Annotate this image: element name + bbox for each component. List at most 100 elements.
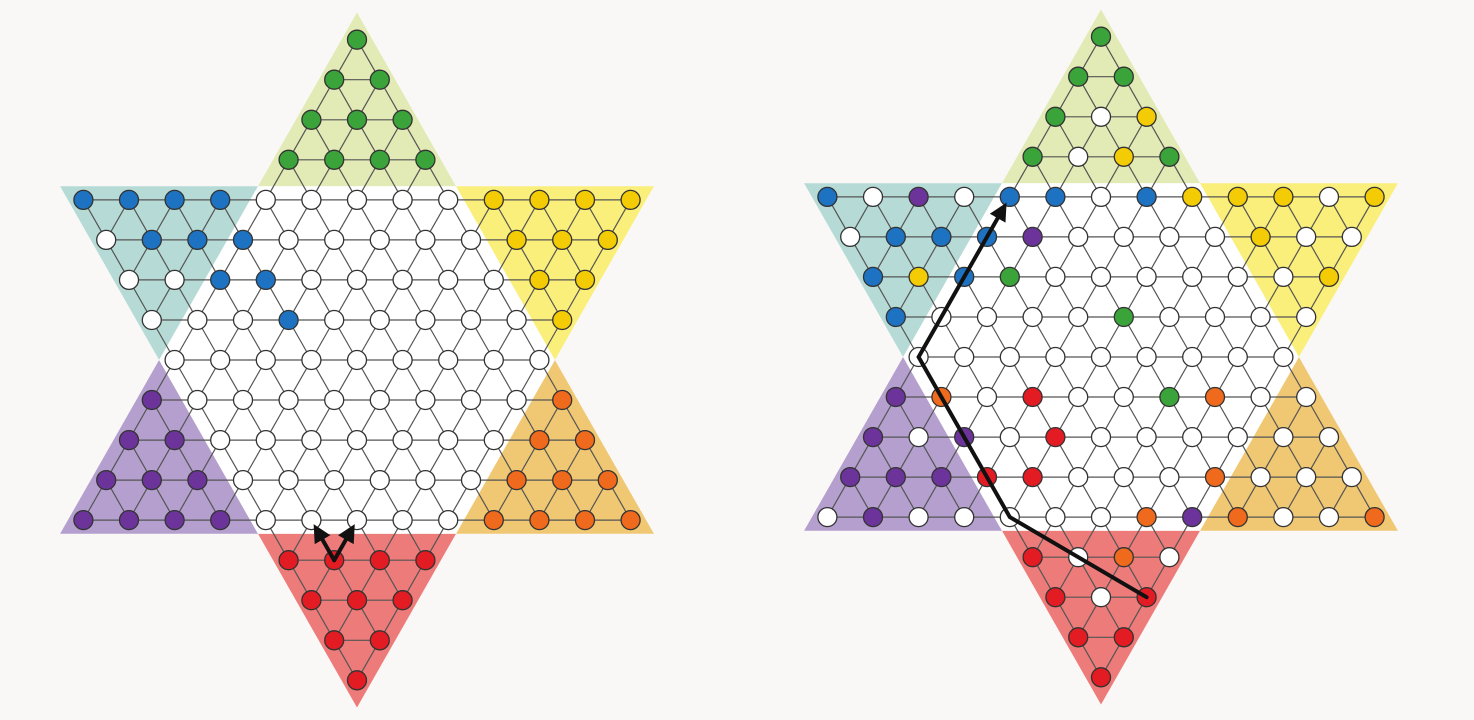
bottom-peg[interactable] <box>369 630 390 651</box>
empty-hole[interactable] <box>232 389 254 411</box>
empty-hole[interactable] <box>1318 506 1340 528</box>
upper-right-peg[interactable] <box>574 189 596 211</box>
upper-right-peg[interactable] <box>1250 226 1271 248</box>
empty-hole[interactable] <box>301 349 322 371</box>
empty-hole[interactable] <box>210 429 231 451</box>
upper-left-peg[interactable] <box>931 226 952 248</box>
empty-hole[interactable] <box>1341 466 1362 488</box>
upper-left-peg[interactable] <box>255 269 276 291</box>
empty-hole[interactable] <box>1227 426 1248 448</box>
top-peg[interactable] <box>369 69 390 90</box>
lower-right-peg[interactable] <box>1136 506 1157 528</box>
upper-left-peg[interactable] <box>210 269 231 291</box>
lower-right-peg[interactable] <box>483 509 504 531</box>
upper-right-peg[interactable] <box>1318 266 1340 288</box>
lower-left-peg[interactable] <box>840 466 861 488</box>
upper-right-peg[interactable] <box>1182 186 1203 208</box>
empty-hole[interactable] <box>1341 226 1362 248</box>
empty-hole[interactable] <box>1136 426 1157 448</box>
empty-hole[interactable] <box>1068 146 1089 167</box>
empty-hole[interactable] <box>1250 306 1271 328</box>
empty-hole[interactable] <box>210 349 231 371</box>
lower-right-peg[interactable] <box>1204 386 1226 408</box>
empty-hole[interactable] <box>908 426 929 448</box>
empty-hole[interactable] <box>187 309 208 331</box>
lower-left-peg[interactable] <box>96 469 117 491</box>
empty-hole[interactable] <box>392 349 413 371</box>
bottom-peg[interactable] <box>1045 426 1066 448</box>
empty-hole[interactable] <box>1159 306 1180 328</box>
top-peg[interactable] <box>369 149 390 170</box>
upper-left-peg[interactable] <box>999 186 1020 208</box>
empty-hole[interactable] <box>1273 426 1294 448</box>
empty-hole[interactable] <box>840 226 861 248</box>
top-peg[interactable] <box>1159 386 1180 408</box>
empty-hole[interactable] <box>278 389 299 411</box>
upper-right-peg[interactable] <box>506 229 527 251</box>
upper-left-peg[interactable] <box>817 186 838 208</box>
empty-hole[interactable] <box>278 469 299 491</box>
empty-hole[interactable] <box>392 429 413 451</box>
empty-hole[interactable] <box>324 389 345 411</box>
empty-hole[interactable] <box>346 349 368 371</box>
empty-hole[interactable] <box>529 349 550 371</box>
empty-hole[interactable] <box>817 506 838 528</box>
top-peg[interactable] <box>1113 66 1134 87</box>
empty-hole[interactable] <box>1136 346 1157 368</box>
lower-right-peg[interactable] <box>1113 547 1134 568</box>
empty-hole[interactable] <box>346 429 368 451</box>
top-peg[interactable] <box>346 109 368 130</box>
empty-hole[interactable] <box>164 269 185 291</box>
empty-hole[interactable] <box>1068 466 1089 488</box>
bottom-peg[interactable] <box>415 550 436 571</box>
bottom-peg[interactable] <box>324 630 345 651</box>
lower-left-peg[interactable] <box>908 186 929 208</box>
empty-hole[interactable] <box>1159 226 1180 248</box>
lower-left-peg[interactable] <box>1182 506 1203 528</box>
empty-hole[interactable] <box>415 469 436 491</box>
lower-right-peg[interactable] <box>1227 506 1248 528</box>
lower-left-peg[interactable] <box>885 466 906 488</box>
empty-hole[interactable] <box>1159 547 1180 568</box>
empty-hole[interactable] <box>506 309 527 331</box>
upper-right-peg[interactable] <box>620 189 641 211</box>
empty-hole[interactable] <box>1090 506 1112 528</box>
bottom-peg[interactable] <box>1022 386 1043 408</box>
empty-hole[interactable] <box>392 189 413 211</box>
bottom-peg[interactable] <box>1022 547 1043 568</box>
empty-hole[interactable] <box>506 389 527 411</box>
empty-hole[interactable] <box>1296 226 1317 248</box>
empty-hole[interactable] <box>1204 306 1226 328</box>
upper-left-peg[interactable] <box>164 189 185 211</box>
upper-right-peg[interactable] <box>1227 186 1248 208</box>
empty-hole[interactable] <box>1090 426 1112 448</box>
upper-left-peg[interactable] <box>885 306 906 328</box>
lower-right-peg[interactable] <box>1204 466 1226 488</box>
lower-left-peg[interactable] <box>118 429 140 451</box>
top-peg[interactable] <box>1068 66 1089 87</box>
empty-hole[interactable] <box>232 309 254 331</box>
empty-hole[interactable] <box>1296 466 1317 488</box>
empty-hole[interactable] <box>255 189 276 211</box>
empty-hole[interactable] <box>255 509 276 531</box>
upper-left-peg[interactable] <box>141 229 162 251</box>
top-peg[interactable] <box>1045 106 1066 127</box>
empty-hole[interactable] <box>483 429 504 451</box>
empty-hole[interactable] <box>1250 466 1271 488</box>
empty-hole[interactable] <box>415 389 436 411</box>
upper-left-peg[interactable] <box>118 189 140 211</box>
empty-hole[interactable] <box>301 189 322 211</box>
upper-right-peg[interactable] <box>1136 106 1157 127</box>
empty-hole[interactable] <box>954 506 975 528</box>
upper-left-peg[interactable] <box>862 266 884 288</box>
lower-left-peg[interactable] <box>862 506 884 528</box>
empty-hole[interactable] <box>460 469 482 491</box>
upper-left-peg[interactable] <box>210 189 231 211</box>
empty-hole[interactable] <box>369 309 390 331</box>
lower-left-peg[interactable] <box>210 509 231 531</box>
empty-hole[interactable] <box>369 469 390 491</box>
empty-hole[interactable] <box>415 309 436 331</box>
empty-hole[interactable] <box>1113 466 1134 488</box>
upper-right-peg[interactable] <box>552 309 573 331</box>
empty-hole[interactable] <box>324 309 345 331</box>
